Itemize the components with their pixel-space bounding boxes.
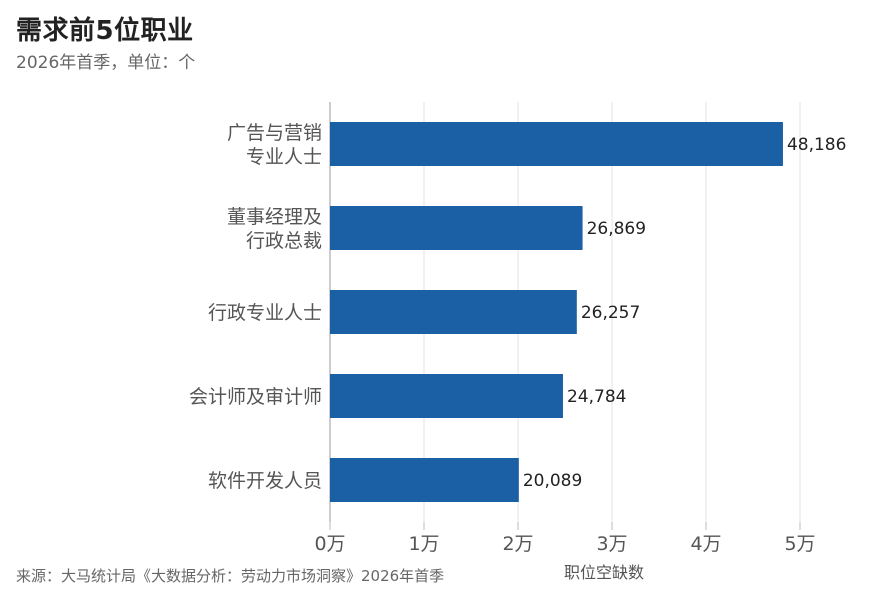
bar [330,458,519,502]
category-label: 广告与营销专业人士 [227,122,322,168]
chart-subtitle: 2026年首季，单位：个 [16,53,196,73]
source-note: 来源：大马统计局《大数据分析：劳动力市场洞察》2026年首季 [16,567,445,585]
category-label: 董事经理及行政总裁 [227,206,322,252]
labels: 0万 1万 2万 3万 4万 5万 48,186 广告与营销专业人士 26,869 董事经理及行政… [189,122,846,555]
x-tick-label: 1万 [408,533,439,555]
value-label: 48,186 [787,135,846,155]
category-label: 会计师及审计师 [189,386,322,408]
value-label: 20,089 [523,471,582,491]
value-label: 26,869 [587,219,646,239]
bar [330,374,563,418]
bar [330,206,583,250]
bar [330,122,783,166]
bar [330,290,577,334]
x-tick-label: 0万 [314,533,345,555]
value-label: 24,784 [567,387,626,407]
x-tick-label: 5万 [784,533,815,555]
category-label: 行政专业人士 [208,302,322,324]
x-tick-label: 4万 [690,533,721,555]
x-axis-title: 职位空缺数 [564,563,644,582]
value-label: 26,257 [581,303,640,323]
x-tick-label: 3万 [596,533,627,555]
x-tick-label: 2万 [502,533,533,555]
category-label: 软件开发人员 [208,470,322,492]
chart-title: 需求前5位职业 [16,16,194,46]
bars [330,122,783,502]
